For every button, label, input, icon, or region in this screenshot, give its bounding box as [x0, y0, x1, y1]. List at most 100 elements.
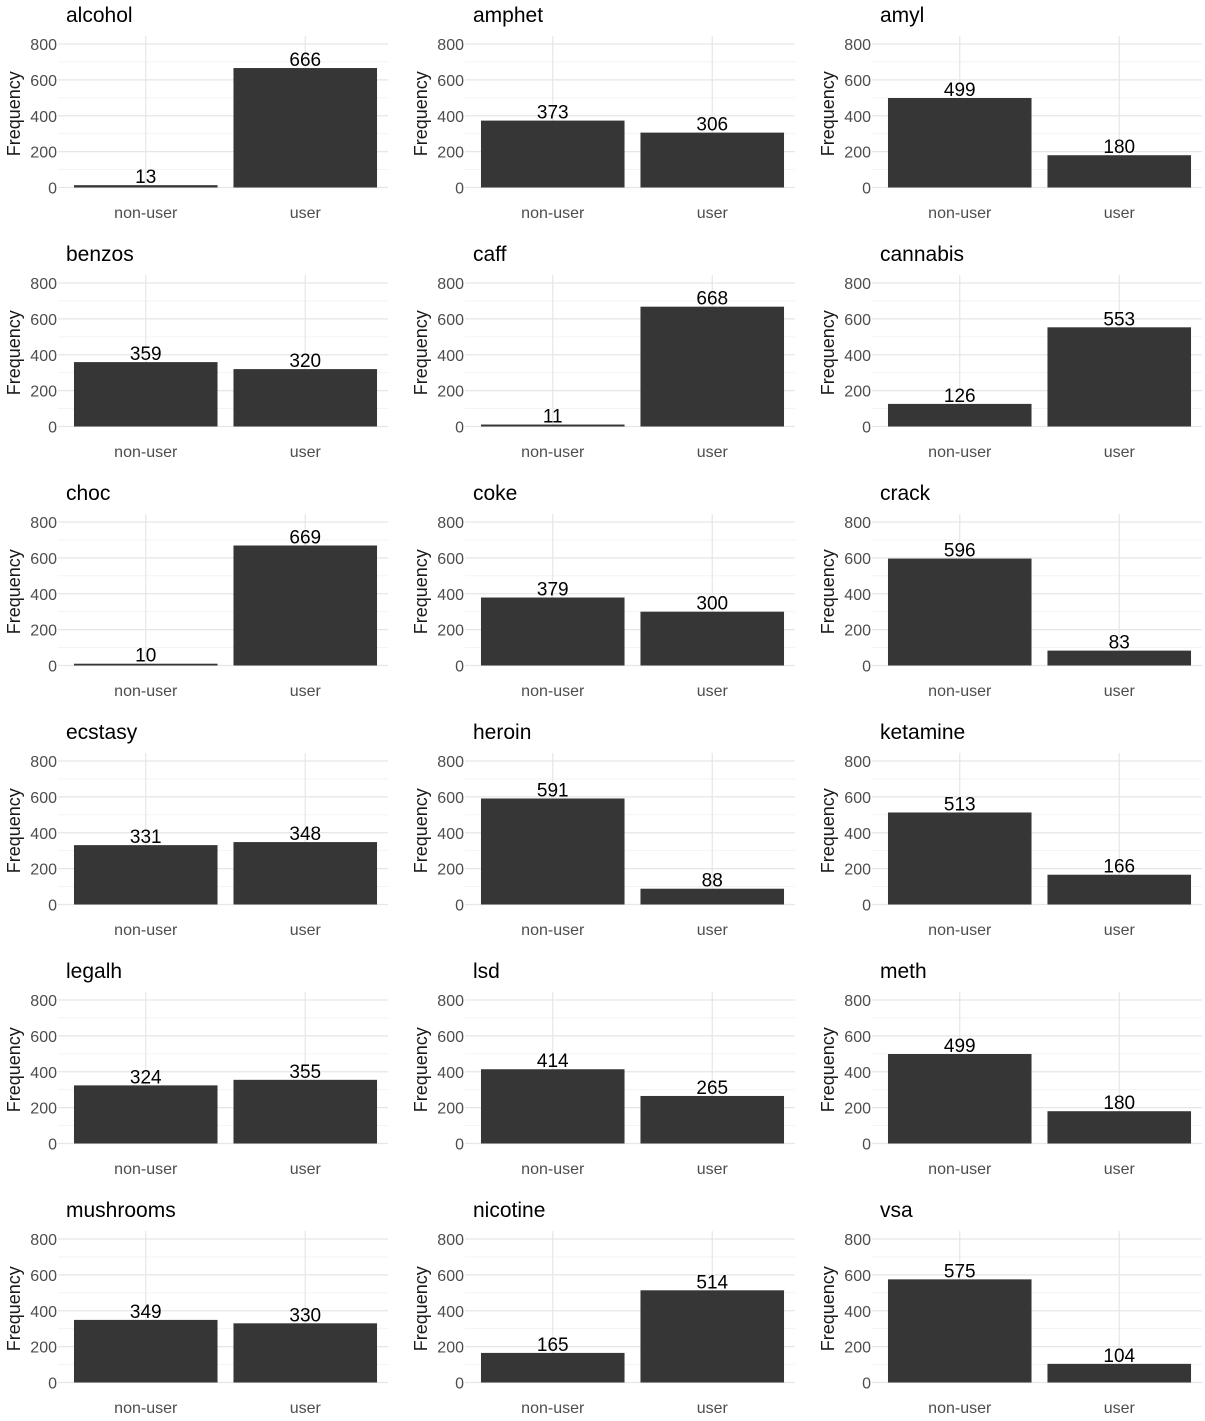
bar-non-user: [480, 424, 625, 427]
chart-title: crack: [880, 482, 931, 505]
chart-panel-crack: crack Frequency 0 200 400 600 800 596 non-user 83…: [818, 482, 1202, 700]
x-tick-label-user: user: [1104, 205, 1136, 222]
y-tick-label: 200: [437, 384, 464, 401]
y-axis-label: Frequency: [818, 788, 838, 873]
data-label-non-user: 331: [130, 827, 162, 848]
x-tick-label-non-user: non-user: [521, 444, 585, 461]
y-tick-label: 800: [844, 276, 871, 293]
y-tick-label: 400: [844, 587, 871, 604]
y-axis-label: Frequency: [4, 1027, 24, 1112]
bar-non-user: [73, 362, 218, 427]
data-label-user: 348: [289, 824, 321, 845]
bar-non-user: [887, 812, 1032, 905]
y-tick-label: 200: [437, 862, 464, 879]
y-tick-label: 200: [437, 1101, 464, 1118]
y-tick-label: 0: [862, 1137, 871, 1154]
y-tick-label: 200: [30, 1340, 57, 1357]
y-tick-label: 600: [30, 1029, 57, 1046]
data-label-non-user: 359: [130, 344, 162, 365]
data-label-non-user: 349: [130, 1302, 162, 1323]
bar-non-user: [887, 558, 1032, 666]
bar-non-user: [887, 1279, 1032, 1383]
bar-user: [1047, 874, 1192, 905]
bar-non-user: [480, 120, 625, 188]
y-tick-label: 800: [844, 754, 871, 771]
x-tick-label-non-user: non-user: [114, 1400, 178, 1417]
x-tick-label-user: user: [1104, 444, 1136, 461]
chart-panel-heroin: heroin Frequency 0 200 400 600 800 591 non-user 8…: [411, 721, 795, 939]
bar-user: [1047, 1363, 1192, 1383]
y-tick-label: 200: [844, 862, 871, 879]
y-tick-label: 600: [437, 73, 464, 90]
data-label-non-user: 11: [543, 407, 563, 428]
data-label-user: 669: [289, 527, 321, 548]
x-tick-label-user: user: [697, 444, 729, 461]
x-tick-label-user: user: [290, 444, 322, 461]
chart-panel-cannabis: cannabis Frequency 0 200 400 600 800 126 non-use…: [818, 243, 1202, 461]
x-tick-label-non-user: non-user: [114, 683, 178, 700]
y-tick-label: 0: [48, 1137, 57, 1154]
chart-title: legalh: [66, 960, 122, 983]
x-tick-label-non-user: non-user: [521, 922, 585, 939]
y-tick-label: 0: [48, 181, 57, 198]
x-tick-label-non-user: non-user: [521, 205, 585, 222]
data-label-user: 355: [289, 1062, 321, 1083]
y-tick-label: 800: [30, 754, 57, 771]
y-axis-label: Frequency: [411, 788, 431, 873]
chart-panel-nicotine: nicotine Frequency 0 200 400 600 800 165 non-use…: [411, 1199, 795, 1417]
data-label-user: 330: [289, 1305, 321, 1326]
y-tick-label: 800: [30, 1232, 57, 1249]
x-tick-label-user: user: [1104, 1400, 1136, 1417]
data-label-user: 88: [702, 871, 723, 892]
chart-panel-caff: caff Frequency 0 200 400 600 800 11 non-user 668 u…: [411, 243, 795, 461]
chart-panel-lsd: lsd Frequency 0 200 400 600 800 414 non-user 265 u…: [411, 960, 795, 1178]
x-tick-label-non-user: non-user: [521, 1161, 585, 1178]
data-label-user: 180: [1103, 1093, 1135, 1114]
y-tick-label: 400: [437, 826, 464, 843]
chart-title: ecstasy: [66, 721, 138, 744]
y-tick-label: 400: [30, 1304, 57, 1321]
y-tick-label: 800: [30, 37, 57, 54]
y-tick-label: 800: [30, 993, 57, 1010]
x-tick-label-non-user: non-user: [928, 205, 992, 222]
y-tick-label: 0: [455, 898, 464, 915]
data-label-non-user: 13: [135, 167, 156, 188]
bar-non-user: [480, 1352, 625, 1383]
x-tick-label-user: user: [697, 1400, 729, 1417]
data-label-user: 668: [696, 289, 728, 310]
y-axis-label: Frequency: [818, 71, 838, 156]
x-tick-label-user: user: [697, 1161, 729, 1178]
data-label-user: 166: [1103, 857, 1135, 878]
data-label-user: 553: [1103, 309, 1135, 330]
y-tick-label: 400: [30, 587, 57, 604]
y-tick-label: 0: [48, 420, 57, 437]
y-tick-label: 600: [844, 73, 871, 90]
chart-title: mushrooms: [66, 1199, 176, 1222]
bar-user: [1047, 327, 1192, 427]
y-tick-label: 800: [437, 1232, 464, 1249]
bar-non-user: [887, 1053, 1032, 1144]
y-tick-label: 600: [844, 551, 871, 568]
chart-panel-legalh: legalh Frequency 0 200 400 600 800 324 non-user 3…: [4, 960, 388, 1178]
y-tick-label: 200: [437, 145, 464, 162]
y-tick-label: 400: [437, 348, 464, 365]
x-tick-label-user: user: [290, 922, 322, 939]
chart-panel-amphet: amphet Frequency 0 200 400 600 800 373 non-user 3…: [411, 4, 795, 222]
chart-title: benzos: [66, 243, 134, 266]
bar-non-user: [73, 1085, 218, 1144]
chart-panel-choc: choc Frequency 0 200 400 600 800 10 non-user 669 u…: [4, 482, 388, 700]
chart-panel-ketamine: ketamine Frequency 0 200 400 600 800 513 non-use…: [818, 721, 1202, 939]
chart-panel-amyl: amyl Frequency 0 200 400 600 800 499 non-user 180…: [818, 4, 1202, 222]
chart-panel-coke: coke Frequency 0 200 400 600 800 379 non-user 300…: [411, 482, 795, 700]
y-tick-label: 400: [30, 109, 57, 126]
y-axis-label: Frequency: [411, 310, 431, 395]
y-tick-label: 400: [437, 1065, 464, 1082]
x-tick-label-user: user: [1104, 683, 1136, 700]
y-tick-label: 400: [30, 1065, 57, 1082]
bar-user: [1047, 155, 1192, 188]
y-tick-label: 0: [455, 181, 464, 198]
chart-panel-ecstasy: ecstasy Frequency 0 200 400 600 800 331 non-user…: [4, 721, 388, 939]
bar-non-user: [480, 597, 625, 666]
data-label-non-user: 591: [537, 780, 569, 801]
y-tick-label: 400: [844, 1304, 871, 1321]
